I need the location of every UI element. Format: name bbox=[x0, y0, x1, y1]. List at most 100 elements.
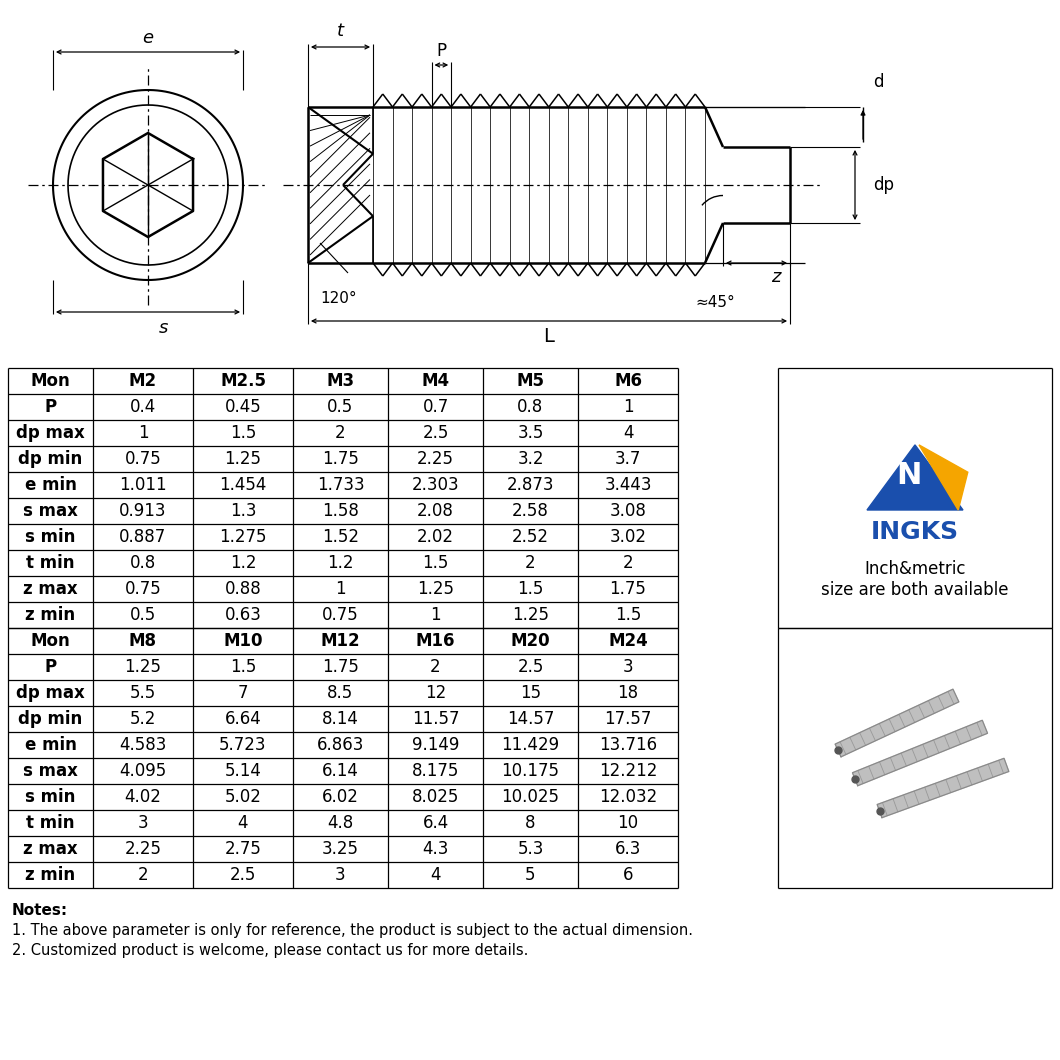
Text: 11.429: 11.429 bbox=[501, 736, 560, 754]
Text: 4.583: 4.583 bbox=[120, 736, 166, 754]
Text: 2: 2 bbox=[622, 554, 633, 572]
Text: 0.5: 0.5 bbox=[328, 398, 354, 416]
Text: 2.25: 2.25 bbox=[417, 450, 454, 469]
Text: 3: 3 bbox=[335, 866, 346, 884]
Text: 1.733: 1.733 bbox=[317, 476, 365, 494]
Polygon shape bbox=[835, 689, 959, 757]
Text: 1.5: 1.5 bbox=[230, 424, 257, 442]
Text: 2.873: 2.873 bbox=[507, 476, 554, 494]
Text: M5: M5 bbox=[516, 372, 545, 390]
Text: 3.25: 3.25 bbox=[322, 840, 359, 858]
Text: M12: M12 bbox=[321, 632, 360, 650]
Text: 0.5: 0.5 bbox=[130, 606, 156, 624]
Text: Mon: Mon bbox=[31, 632, 70, 650]
Text: Notes:: Notes: bbox=[12, 903, 68, 918]
Text: 0.8: 0.8 bbox=[130, 554, 156, 572]
Text: dp min: dp min bbox=[18, 450, 83, 469]
Text: 4.8: 4.8 bbox=[328, 814, 354, 832]
Text: s max: s max bbox=[23, 762, 78, 780]
Text: 0.45: 0.45 bbox=[225, 398, 262, 416]
Text: dp min: dp min bbox=[18, 710, 83, 728]
Text: 10: 10 bbox=[617, 814, 638, 832]
Text: 1.25: 1.25 bbox=[512, 606, 549, 624]
Text: 5.02: 5.02 bbox=[225, 788, 262, 806]
Text: e min: e min bbox=[24, 476, 76, 494]
Text: 4: 4 bbox=[430, 866, 441, 884]
Text: 6: 6 bbox=[623, 866, 633, 884]
Text: 0.75: 0.75 bbox=[125, 580, 161, 598]
Text: 12.212: 12.212 bbox=[599, 762, 657, 780]
Text: 1.25: 1.25 bbox=[124, 658, 161, 676]
Text: 1.3: 1.3 bbox=[230, 502, 257, 520]
Text: d: d bbox=[873, 73, 883, 91]
Text: 3: 3 bbox=[622, 658, 633, 676]
Text: z max: z max bbox=[23, 840, 77, 858]
Text: M6: M6 bbox=[614, 372, 642, 390]
Text: P: P bbox=[437, 42, 446, 60]
Text: 2.25: 2.25 bbox=[124, 840, 161, 858]
Text: z min: z min bbox=[25, 866, 75, 884]
Text: 5.5: 5.5 bbox=[130, 684, 156, 702]
Text: M2: M2 bbox=[129, 372, 157, 390]
Text: 3.7: 3.7 bbox=[615, 450, 641, 469]
Text: 3.2: 3.2 bbox=[517, 450, 544, 469]
Text: M16: M16 bbox=[416, 632, 455, 650]
Text: M24: M24 bbox=[608, 632, 648, 650]
Text: 1.454: 1.454 bbox=[219, 476, 267, 494]
Text: 2.58: 2.58 bbox=[512, 502, 549, 520]
Text: 18: 18 bbox=[617, 684, 638, 702]
Text: Mon: Mon bbox=[31, 372, 70, 390]
Text: 0.7: 0.7 bbox=[422, 398, 448, 416]
Text: 1.5: 1.5 bbox=[615, 606, 641, 624]
Text: 1.58: 1.58 bbox=[322, 502, 359, 520]
Text: 1.25: 1.25 bbox=[225, 450, 262, 469]
Text: z min: z min bbox=[25, 606, 75, 624]
Text: 8.025: 8.025 bbox=[412, 788, 459, 806]
Text: 4.02: 4.02 bbox=[125, 788, 161, 806]
Text: 4: 4 bbox=[237, 814, 248, 832]
Text: INGKS: INGKS bbox=[871, 520, 959, 544]
Text: M4: M4 bbox=[422, 372, 449, 390]
Text: 12.032: 12.032 bbox=[599, 788, 657, 806]
Polygon shape bbox=[852, 721, 988, 785]
Text: 0.8: 0.8 bbox=[517, 398, 544, 416]
Text: 4: 4 bbox=[623, 424, 633, 442]
Text: 2.5: 2.5 bbox=[230, 866, 257, 884]
Text: 2.5: 2.5 bbox=[517, 658, 544, 676]
Text: ≈45°: ≈45° bbox=[695, 295, 735, 310]
Text: e min: e min bbox=[24, 736, 76, 754]
Text: L: L bbox=[544, 326, 554, 346]
Polygon shape bbox=[919, 445, 968, 510]
Text: 1.75: 1.75 bbox=[610, 580, 647, 598]
Text: 8.14: 8.14 bbox=[322, 710, 359, 728]
Text: s: s bbox=[158, 319, 167, 337]
Text: 1.2: 1.2 bbox=[230, 554, 257, 572]
Text: 2. Customized product is welcome, please contact us for more details.: 2. Customized product is welcome, please… bbox=[12, 943, 528, 958]
Text: Inch&metric
size are both available: Inch&metric size are both available bbox=[822, 560, 1009, 599]
Text: 8.5: 8.5 bbox=[328, 684, 354, 702]
Text: 2.02: 2.02 bbox=[417, 528, 454, 546]
Text: z max: z max bbox=[23, 580, 77, 598]
Polygon shape bbox=[878, 758, 1009, 817]
Text: 6.64: 6.64 bbox=[225, 710, 262, 728]
Text: 13.716: 13.716 bbox=[599, 736, 657, 754]
Text: 3.08: 3.08 bbox=[610, 502, 647, 520]
Text: 1.52: 1.52 bbox=[322, 528, 359, 546]
Text: 5.3: 5.3 bbox=[517, 840, 544, 858]
Text: 5.2: 5.2 bbox=[129, 710, 156, 728]
Text: 1.2: 1.2 bbox=[328, 554, 354, 572]
Text: 3.5: 3.5 bbox=[517, 424, 544, 442]
Text: 1. The above parameter is only for reference, the product is subject to the actu: 1. The above parameter is only for refer… bbox=[12, 923, 693, 938]
Text: 0.75: 0.75 bbox=[125, 450, 161, 469]
Text: 7: 7 bbox=[237, 684, 248, 702]
Text: 9.149: 9.149 bbox=[412, 736, 459, 754]
Text: P: P bbox=[45, 398, 56, 416]
Text: 2.52: 2.52 bbox=[512, 528, 549, 546]
Text: 2.5: 2.5 bbox=[422, 424, 448, 442]
Polygon shape bbox=[867, 445, 962, 510]
Text: 0.63: 0.63 bbox=[225, 606, 262, 624]
Text: dp: dp bbox=[873, 176, 894, 194]
Text: 2.75: 2.75 bbox=[225, 840, 262, 858]
Text: 0.88: 0.88 bbox=[225, 580, 262, 598]
Text: t min: t min bbox=[26, 814, 75, 832]
